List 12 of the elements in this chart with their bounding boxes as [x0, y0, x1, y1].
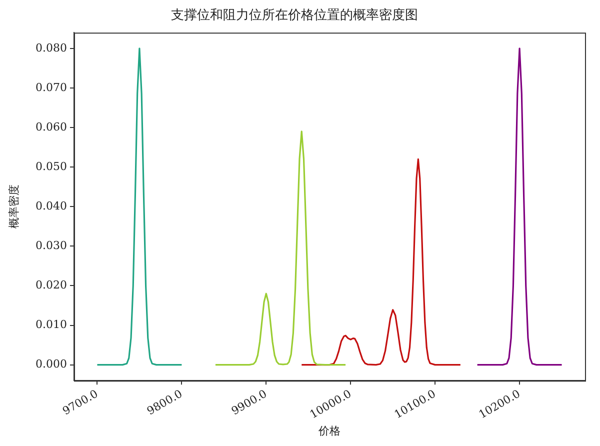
y-tick-label: 0.050 [36, 160, 67, 173]
y-tick-label: 0.000 [36, 358, 67, 371]
chart-title: 支撑位和阻力位所在价格位置的概率密度图 [171, 7, 418, 24]
y-tick-label: 0.070 [36, 80, 67, 94]
y-tick-label: 0.040 [36, 199, 67, 212]
y-tick-label: 0.060 [36, 120, 67, 134]
y-tick-label: 0.020 [36, 278, 67, 292]
y-axis-title: 概率密度 [7, 184, 20, 229]
y-tick-label: 0.030 [36, 239, 67, 252]
x-axis-title: 价格 [318, 424, 340, 438]
y-tick-label: 0.010 [36, 318, 67, 332]
y-tick-label: 0.080 [36, 41, 67, 54]
